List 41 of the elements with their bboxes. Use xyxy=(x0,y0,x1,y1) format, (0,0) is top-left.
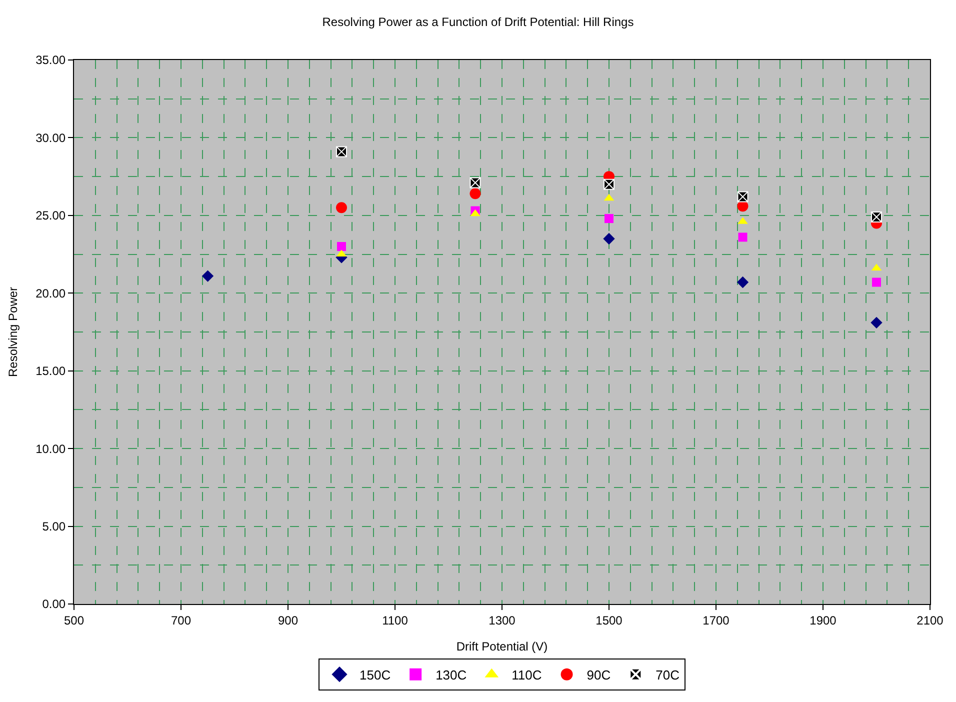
legend-label: 130C xyxy=(436,667,467,682)
point xyxy=(872,278,881,287)
point xyxy=(736,276,749,288)
point xyxy=(604,214,614,224)
y-tick-label: 0.00 xyxy=(42,597,66,612)
legend-label: 150C xyxy=(360,667,391,682)
point xyxy=(337,242,346,252)
legend-label: 90C xyxy=(586,667,611,682)
y-tick-label: 5.00 xyxy=(42,519,66,534)
point xyxy=(871,211,882,222)
x-tick-label: 1100 xyxy=(382,613,408,628)
x-tick-label: 1900 xyxy=(810,613,837,628)
x-tick-label: 900 xyxy=(278,613,298,628)
point xyxy=(737,191,748,202)
x-tick-label: 500 xyxy=(64,613,84,628)
point xyxy=(470,209,480,216)
y-tick-label: 20.00 xyxy=(36,286,66,300)
chart-title: Resolving Power as a Function of Drift Potential: Hill Rings xyxy=(322,14,634,29)
x-tick-label: 700 xyxy=(170,613,192,628)
y-tick-label: 25.00 xyxy=(36,208,66,223)
y-axis-title: Resolving Power xyxy=(6,286,20,378)
legend-label: 110C xyxy=(512,667,542,682)
point xyxy=(470,188,481,200)
y-tick-label: 35.00 xyxy=(36,53,66,68)
y-tick-label: 30.00 xyxy=(36,130,66,145)
x-tick-label: 1300 xyxy=(488,613,516,628)
point xyxy=(738,232,748,242)
point xyxy=(870,316,882,329)
x-tick-label: 2100 xyxy=(916,613,944,628)
x-tick-label: 1700 xyxy=(702,613,730,628)
legend-label: 70C xyxy=(656,667,680,682)
x-tick-label: 1500 xyxy=(596,613,623,628)
point xyxy=(604,178,614,190)
x-axis-title: Drift Potential (V) xyxy=(456,639,548,654)
point xyxy=(603,232,615,245)
y-tick-label: 10.00 xyxy=(36,442,66,456)
y-tick-label: 15.00 xyxy=(36,364,66,378)
point xyxy=(336,146,347,158)
point xyxy=(336,202,347,214)
point xyxy=(470,177,481,188)
point xyxy=(202,270,214,282)
